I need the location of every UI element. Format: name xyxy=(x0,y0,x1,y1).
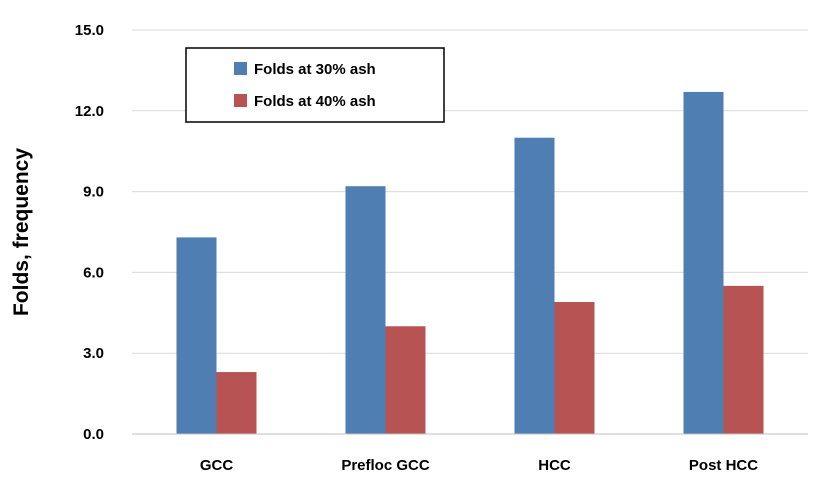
y-tick-label: 0.0 xyxy=(83,426,104,443)
x-tick-label: Prefloc GCC xyxy=(341,457,430,474)
y-tick-label: 9.0 xyxy=(83,184,104,201)
legend: Folds at 30% ash Folds at 40% ash xyxy=(185,47,445,123)
bar-hcc-series-0 xyxy=(514,137,555,434)
y-axis-label: Folds, frequency xyxy=(10,148,33,316)
y-tick-label: 12.0 xyxy=(75,103,104,120)
legend-swatch-40-ash xyxy=(234,94,247,107)
x-tick-label: Post HCC xyxy=(689,457,758,474)
bars xyxy=(176,91,764,435)
bar-post-hcc-series-0 xyxy=(683,91,724,435)
legend-label-30-ash: Folds at 30% ash xyxy=(254,61,376,78)
legend-swatch-30-ash xyxy=(234,62,247,75)
legend-label-40-ash: Folds at 40% ash xyxy=(254,93,376,110)
bar-prefloc-gcc-series-1 xyxy=(385,326,426,434)
y-axis-ticks: 0.0 3.0 6.0 9.0 12.0 15.0 xyxy=(75,22,104,443)
bar-hcc-series-1 xyxy=(554,302,595,434)
x-tick-label: HCC xyxy=(538,457,571,474)
bar-post-hcc-series-1 xyxy=(723,285,764,434)
y-tick-label: 6.0 xyxy=(83,264,104,281)
bar-gcc-series-0 xyxy=(176,237,217,434)
y-tick-label: 15.0 xyxy=(75,22,104,39)
bar-gcc-series-1 xyxy=(216,372,257,434)
x-axis-ticks: GCC Prefloc GCC HCC Post HCC xyxy=(200,457,758,474)
legend-box xyxy=(185,47,445,123)
y-tick-label: 3.0 xyxy=(83,345,104,362)
x-tick-label: GCC xyxy=(200,457,234,474)
bar-prefloc-gcc-series-0 xyxy=(345,186,386,434)
